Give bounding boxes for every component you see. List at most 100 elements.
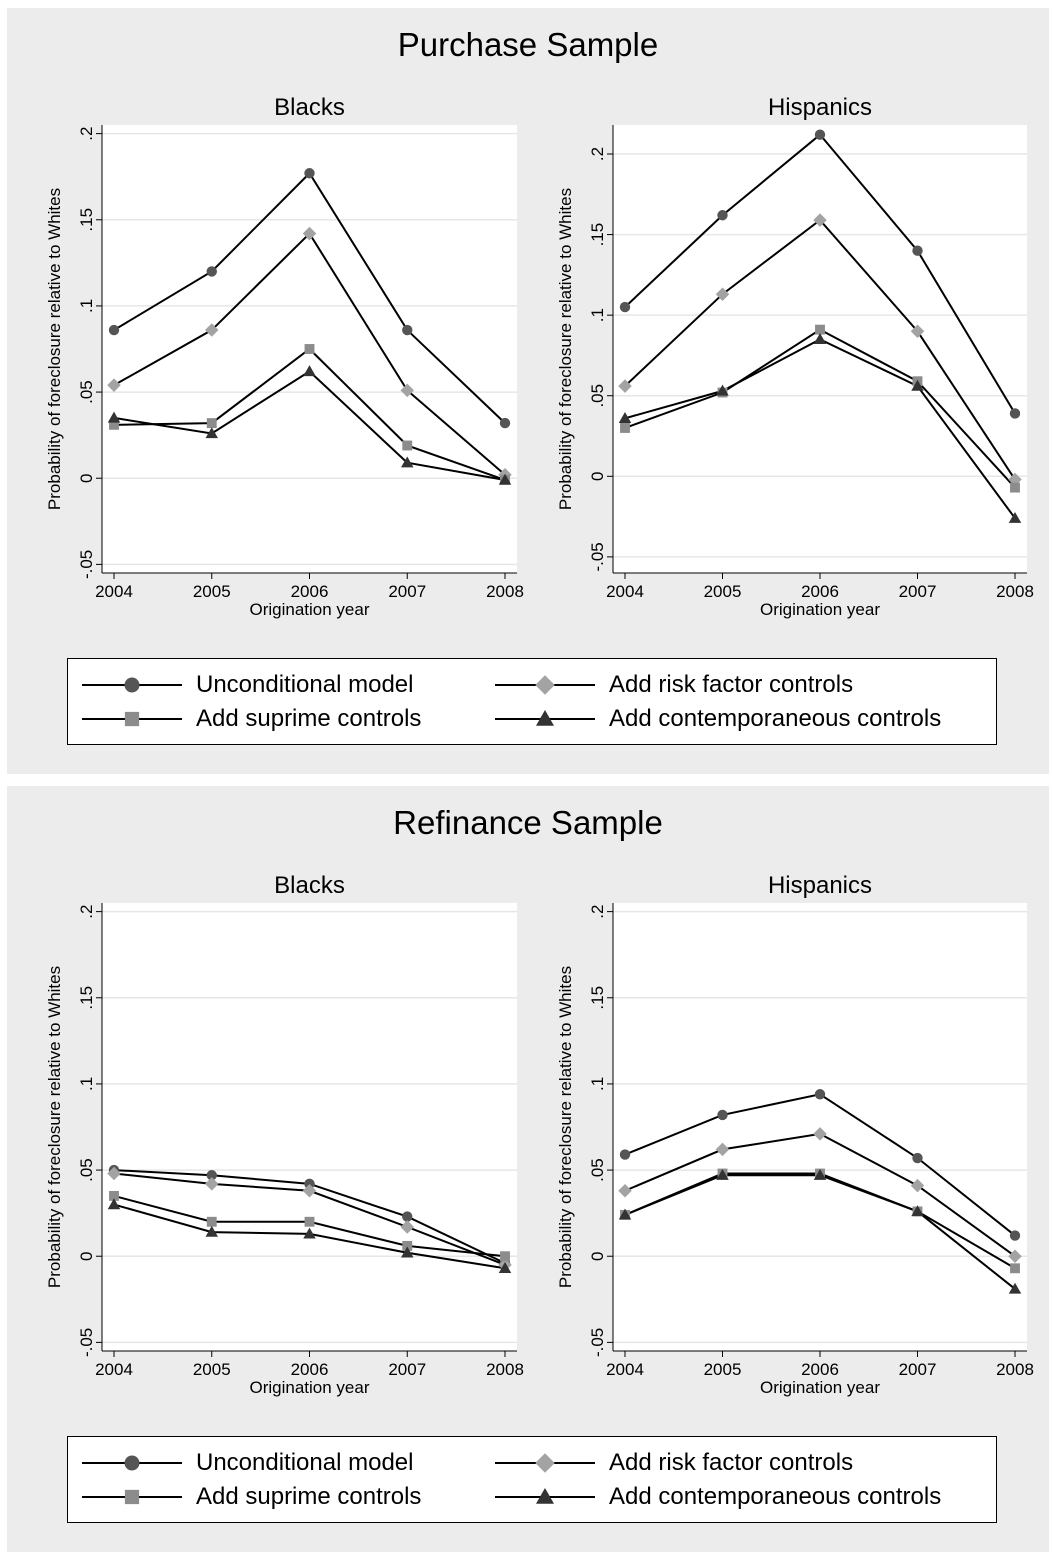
- subplot-title: Hispanics: [768, 872, 872, 899]
- y-axis-title: Probability of foreclosure relative to W…: [45, 966, 64, 1288]
- data-point-unconditional: [206, 1170, 217, 1181]
- x-tick-label: 2006: [801, 582, 839, 601]
- data-point-unconditional: [499, 417, 511, 429]
- y-tick-label: .15: [77, 208, 96, 232]
- circle-marker-icon: [124, 677, 140, 693]
- data-point-unconditional: [717, 210, 728, 221]
- x-tick-label: 2008: [486, 1360, 524, 1379]
- legend-item-subprime: Add suprime controls: [80, 1480, 421, 1514]
- x-tick-label: 2007: [388, 582, 426, 601]
- data-point-subprime: [620, 423, 630, 433]
- y-tick-label: .2: [588, 905, 607, 919]
- diamond-marker-icon: [535, 1453, 555, 1473]
- data-point-risk: [715, 287, 730, 301]
- data-point-contemporaneous: [205, 1225, 218, 1237]
- data-point-risk: [910, 1178, 925, 1193]
- legend-label: Unconditional model: [196, 1449, 414, 1476]
- data-point-risk: [618, 1183, 632, 1198]
- y-tick-label: .05: [588, 1158, 607, 1182]
- x-tick-label: 2008: [486, 582, 524, 601]
- legend-label: Add risk factor controls: [609, 671, 854, 698]
- data-point-subprime: [500, 1251, 510, 1262]
- triangle-marker-icon: [536, 710, 554, 726]
- x-tick-label: 2004: [95, 582, 133, 601]
- purchase-charts: -.05 0 .05 .1 .15 .2 2004 2005 2006 2007 2008 Origi…: [45, 94, 1034, 619]
- data-point-contemporaneous: [303, 1227, 316, 1239]
- data-point-risk: [107, 378, 121, 392]
- y-tick-label: .15: [588, 986, 607, 1010]
- y-tick-label: .1: [77, 1077, 96, 1091]
- y-tick-label: .1: [588, 1077, 607, 1091]
- x-tick-label: 2005: [704, 582, 742, 601]
- x-tick-label: 2006: [291, 582, 329, 601]
- y-axis-title: Probability of foreclosure relative to W…: [556, 966, 575, 1288]
- data-point-subprime: [304, 344, 315, 354]
- data-point-risk: [715, 1142, 730, 1157]
- data-point-subprime: [304, 1216, 315, 1227]
- data-point-unconditional: [1009, 1230, 1021, 1241]
- x-tick-label: 2004: [95, 1360, 133, 1379]
- x-tick-label: 2006: [801, 1360, 839, 1379]
- data-point-contemporaneous: [716, 384, 729, 396]
- square-marker-icon: [124, 711, 140, 727]
- x-axis-title: Origination year: [760, 1378, 880, 1397]
- triangle-marker-icon: [536, 1488, 554, 1504]
- y-tick-label: 0: [588, 472, 607, 481]
- data-point-contemporaneous: [205, 427, 218, 439]
- square-marker-icon: [124, 1489, 140, 1505]
- chart-hispanics: -.05 0 .05 .1 .15 .2 2004 2005 2006 2007 2008 Origi…: [556, 872, 1034, 1397]
- legend-item-risk: Add risk factor controls: [493, 668, 853, 702]
- data-point-unconditional: [717, 1109, 728, 1121]
- chart-blacks: -.05 0 .05 .1 .15 .2 2004 2005 2006 2007 2008 Origi…: [45, 872, 524, 1397]
- data-point-contemporaneous: [498, 473, 512, 485]
- data-point-unconditional: [814, 1089, 826, 1100]
- legend-swatch: [495, 1453, 595, 1473]
- x-tick-label: 2006: [291, 1360, 329, 1379]
- x-tick-label: 2004: [606, 1360, 644, 1379]
- data-point-risk: [813, 1127, 827, 1141]
- x-axis-title: Origination year: [249, 1378, 369, 1397]
- data-point-unconditional: [402, 324, 413, 336]
- legend-label: Add risk factor controls: [609, 1449, 854, 1476]
- y-tick-label: .2: [77, 127, 96, 141]
- data-point-contemporaneous: [911, 1205, 924, 1217]
- data-point-unconditional: [304, 168, 315, 179]
- y-tick-label: .05: [77, 380, 96, 404]
- y-tick-label: .05: [588, 384, 607, 408]
- x-tick-label: 2007: [388, 1360, 426, 1379]
- legend-label: Add contemporaneous controls: [609, 1483, 942, 1510]
- panel-title: Purchase Sample: [397, 26, 659, 63]
- data-point-unconditional: [912, 245, 923, 256]
- data-point-subprime: [206, 1216, 217, 1227]
- data-point-subprime: [402, 1240, 413, 1251]
- circle-marker-icon: [124, 1455, 140, 1471]
- data-point-contemporaneous: [716, 1169, 729, 1180]
- x-tick-label: 2008: [996, 582, 1034, 601]
- x-tick-label: 2005: [193, 1360, 231, 1379]
- x-tick-label: 2005: [704, 1360, 742, 1379]
- x-axis-title: Origination year: [760, 600, 880, 619]
- data-point-contemporaneous: [107, 1198, 121, 1210]
- y-tick-label: .2: [77, 905, 96, 919]
- legend-item-unconditional: Unconditional model: [80, 1446, 413, 1480]
- legend-label: Unconditional model: [196, 671, 414, 698]
- y-tick-label: 0: [77, 473, 96, 482]
- data-point-subprime: [109, 1190, 119, 1201]
- x-tick-label: 2007: [899, 582, 937, 601]
- data-point-risk: [400, 383, 415, 398]
- legend-item-contemporaneous: Add contemporaneous controls: [493, 702, 941, 736]
- data-point-unconditional: [108, 324, 120, 336]
- y-axis-title: Probability of foreclosure relative to W…: [556, 188, 575, 510]
- y-tick-label: .2: [588, 147, 607, 161]
- y-tick-label: .1: [77, 299, 96, 313]
- data-point-subprime: [206, 418, 217, 429]
- y-tick-label: .15: [588, 223, 607, 247]
- legend-item-risk: Add risk factor controls: [493, 1446, 853, 1480]
- data-point-risk: [1008, 1249, 1022, 1263]
- refinance-charts: -.05 0 .05 .1 .15 .2 2004 2005 2006 2007 2008 Origi…: [45, 872, 1034, 1397]
- data-point-unconditional: [619, 301, 631, 313]
- data-point-contemporaneous: [813, 333, 827, 345]
- data-point-risk: [302, 226, 317, 241]
- chart-hispanics: -.05 0 .05 .1 .15 .2 2004 2005 2006 2007 2008 Origi…: [556, 94, 1034, 619]
- data-point-contemporaneous: [1008, 511, 1022, 523]
